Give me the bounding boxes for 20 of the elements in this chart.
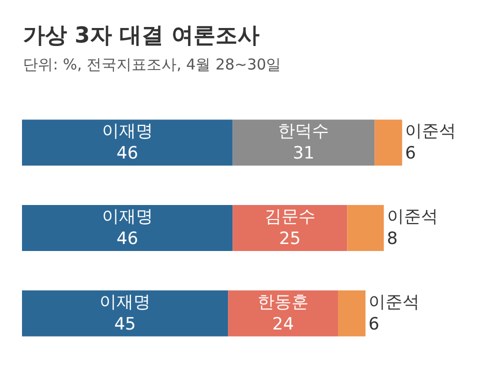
bar bbox=[22, 120, 233, 166]
data-label: 김문수 25 bbox=[264, 207, 316, 249]
bar bbox=[232, 120, 375, 166]
data-label: 이재명 46 bbox=[102, 122, 153, 164]
bar bbox=[347, 205, 384, 251]
data-label: 이준석 8 bbox=[386, 207, 438, 249]
bar bbox=[22, 290, 228, 336]
bar bbox=[22, 205, 233, 251]
data-label: 이준석 6 bbox=[368, 292, 420, 334]
bar bbox=[232, 205, 348, 251]
bar bbox=[228, 290, 338, 336]
data-label: 이준석 6 bbox=[405, 122, 456, 164]
data-label: 한덕수 31 bbox=[278, 122, 330, 164]
bar bbox=[338, 290, 366, 336]
bar bbox=[374, 120, 402, 166]
data-label: 이재명 46 bbox=[102, 207, 153, 249]
chart-title: 가상 3자 대결 여론조사 bbox=[23, 24, 260, 48]
data-label: 이재명 45 bbox=[100, 292, 151, 334]
data-label: 한동훈 24 bbox=[258, 292, 309, 334]
chart-subtitle: 단위: %, 전국지표조사, 4월 28~30일 bbox=[23, 56, 282, 74]
